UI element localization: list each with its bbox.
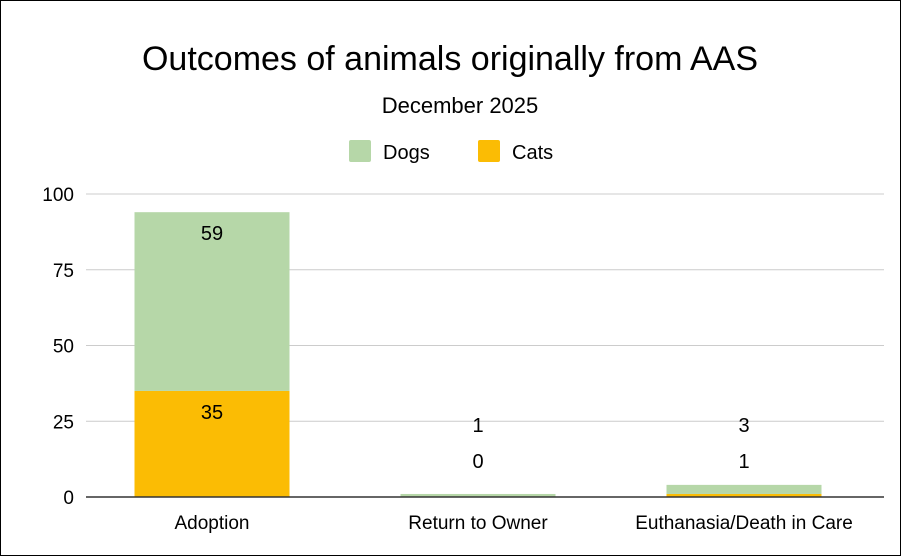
data-label-dogs-2: 1 [472, 415, 483, 437]
x-category-label: Adoption [174, 513, 249, 534]
chart-subtitle: December 2025 [382, 93, 539, 118]
x-category-label: Return to Owner [408, 513, 548, 534]
bar-cats-3 [666, 493, 822, 497]
chart-legend: Dogs Cats [349, 140, 553, 164]
legend-label-dogs: Dogs [383, 142, 430, 164]
x-axis-labels: Adoption Return to Owner Euthanasia/Death … [174, 513, 852, 534]
y-tick-label: 100 [42, 185, 74, 206]
data-label-dogs-3: 3 [738, 415, 749, 437]
data-label-cats-3: 1 [738, 451, 749, 473]
data-label-cats-2: 0 [472, 451, 483, 473]
bar-dogs-3 [666, 484, 822, 494]
bar-dogs-1 [134, 212, 290, 391]
y-tick-label: 75 [53, 261, 74, 282]
chart-title: Outcomes of animals originally from AAS [142, 40, 758, 78]
legend-label-cats: Cats [512, 142, 553, 164]
y-tick-label: 50 [53, 337, 74, 358]
y-axis-ticks: 0 25 50 75 100 [42, 185, 74, 509]
bar-cats-1 [134, 390, 290, 497]
legend-swatch-cats [478, 140, 500, 162]
x-category-label: Euthanasia/Death in Care [635, 513, 853, 534]
data-label-dogs-1: 59 [201, 223, 223, 245]
data-label-cats-1: 35 [201, 402, 223, 424]
data-labels: 35 59 0 1 1 3 [201, 223, 750, 473]
y-tick-label: 0 [63, 488, 74, 509]
bar-dogs-2 [400, 493, 556, 497]
y-tick-label: 25 [53, 412, 74, 433]
bars [134, 212, 822, 497]
legend-swatch-dogs [349, 140, 371, 162]
